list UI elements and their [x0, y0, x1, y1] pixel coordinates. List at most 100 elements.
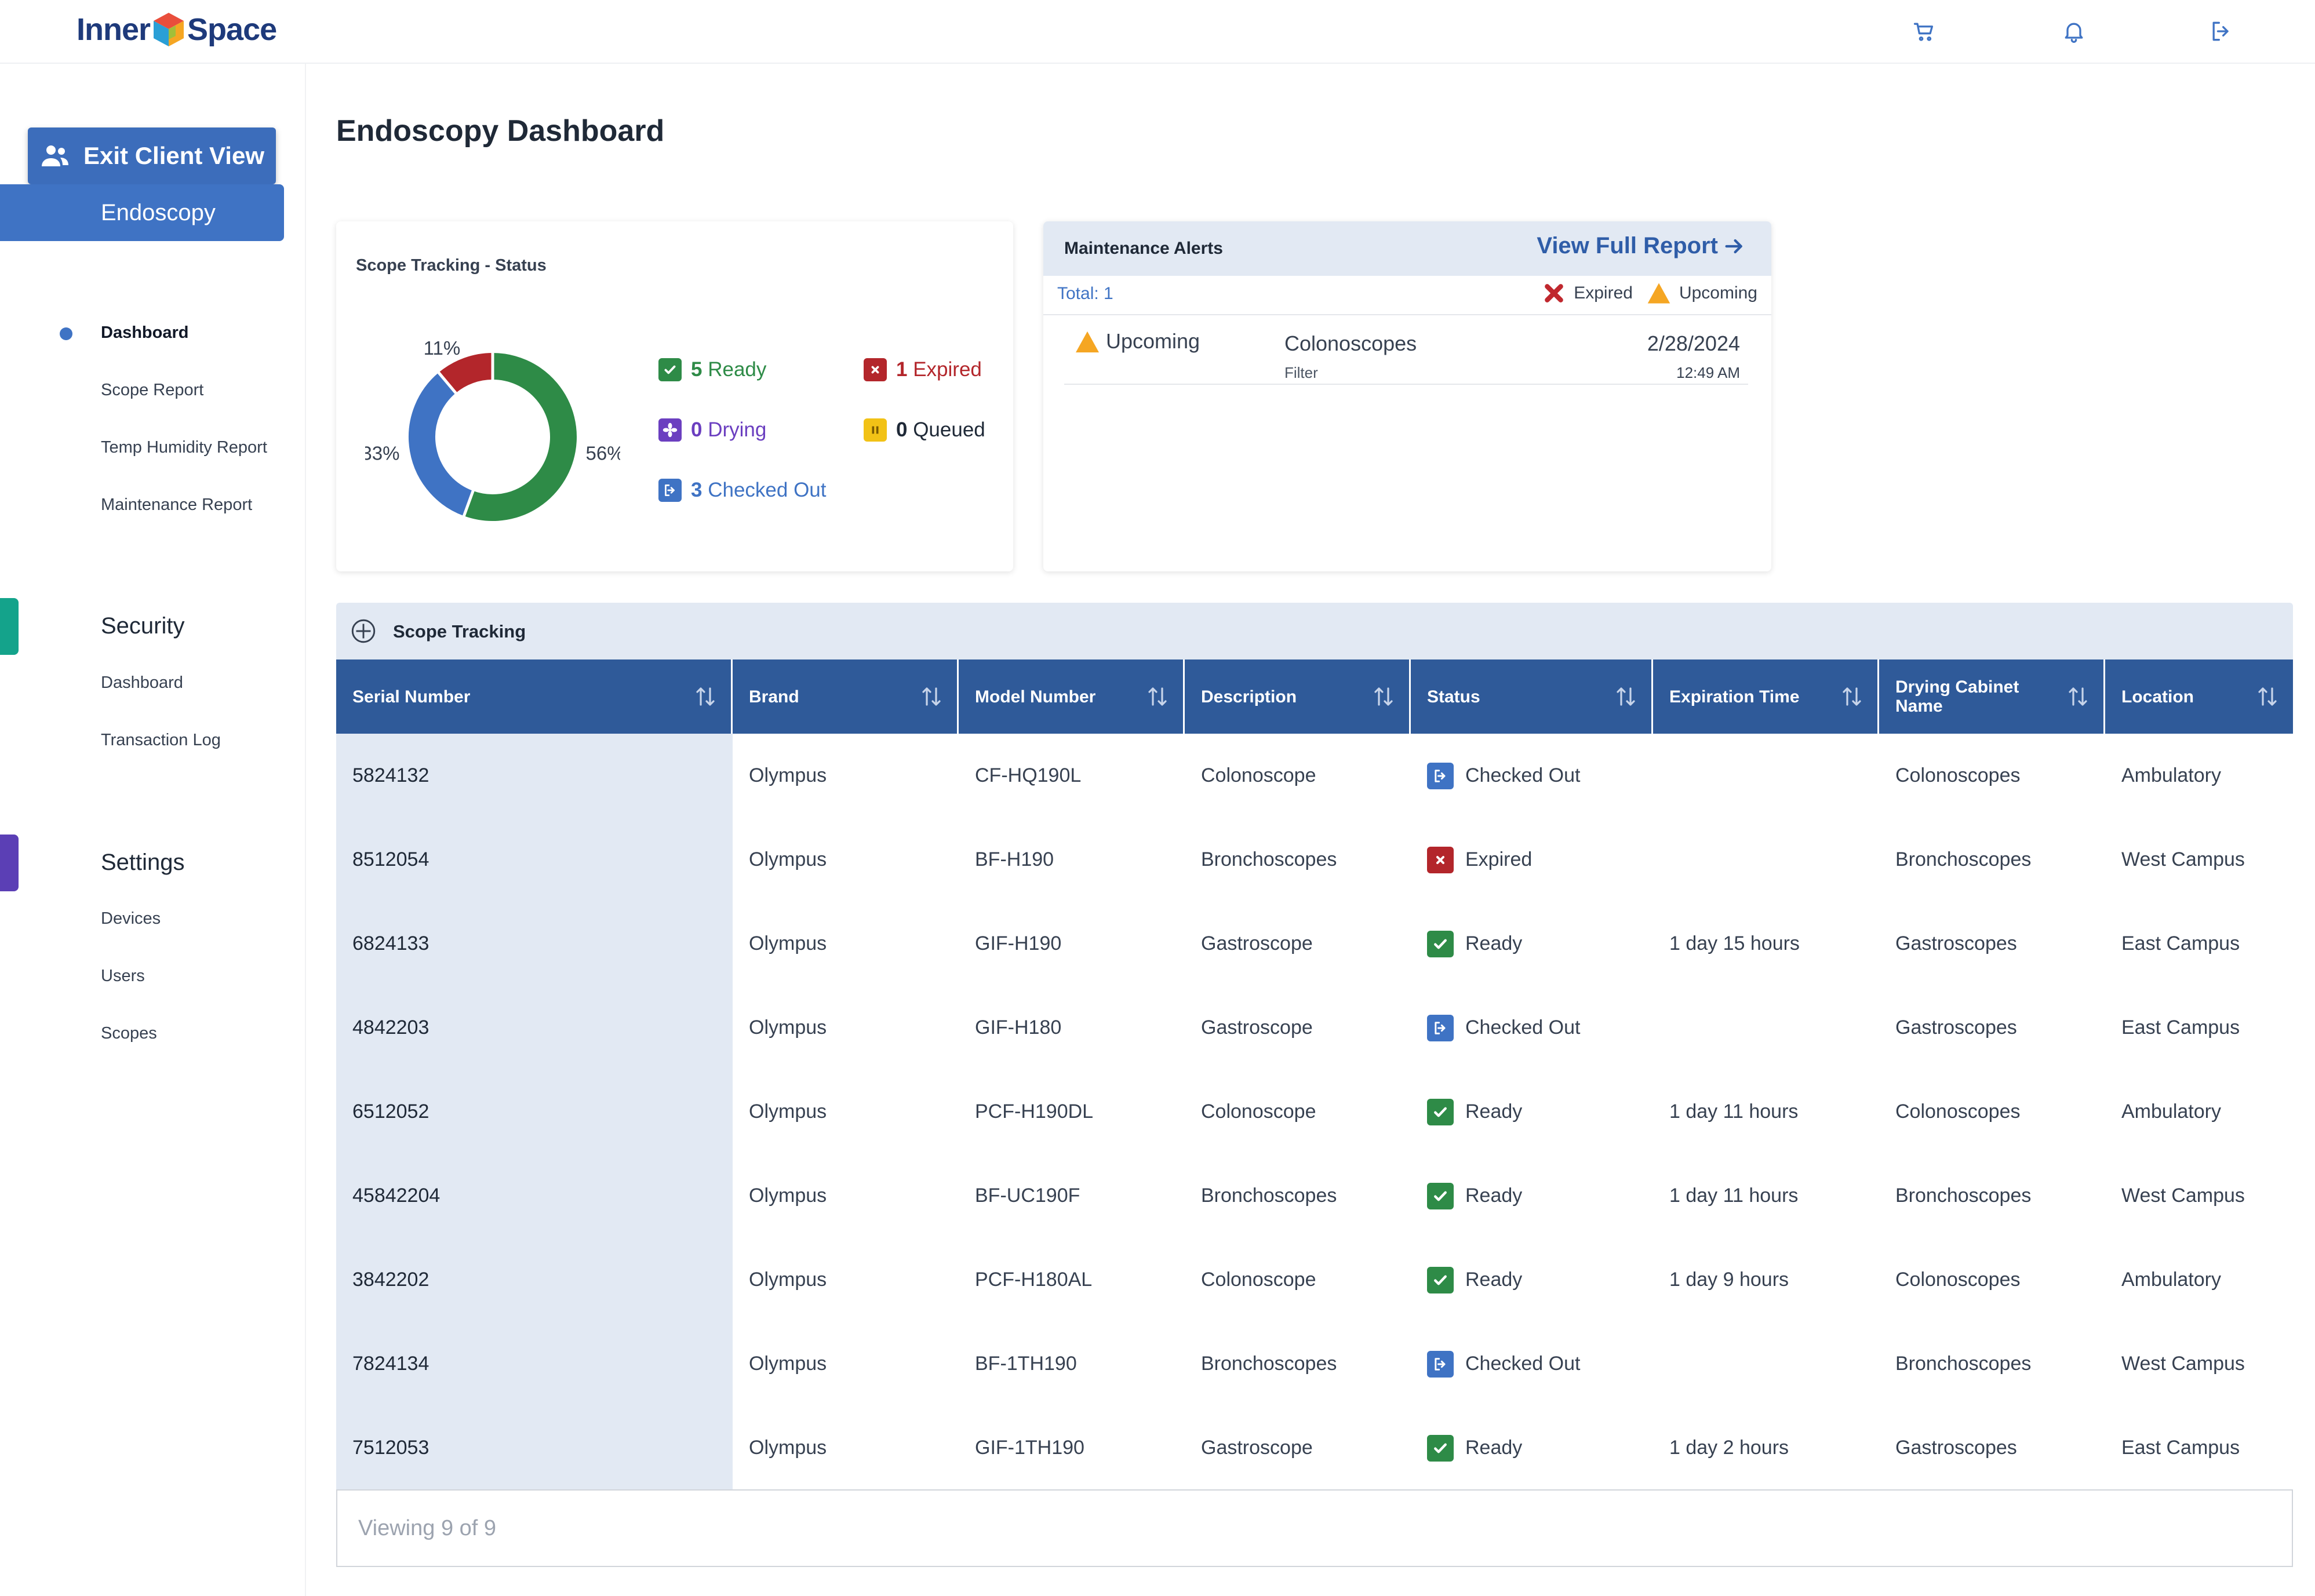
- cell-drying-cabinet-name: Colonoscopes: [1879, 734, 2105, 818]
- cell-serial-number: 6824133: [336, 902, 733, 986]
- sort-icon[interactable]: [1617, 686, 1635, 707]
- cell-description: Gastroscope: [1185, 986, 1411, 1070]
- sidebar-item-maintenance-report[interactable]: Maintenance Report: [101, 495, 253, 514]
- column-header-brand[interactable]: Brand: [733, 659, 959, 734]
- sidebar: Exit Client View: [0, 64, 306, 1596]
- cell-text: Gastroscope: [1201, 1437, 1313, 1459]
- cell-text: Checked Out: [1465, 764, 1581, 786]
- cell-model-number: PCF-H180AL: [959, 1238, 1185, 1322]
- table-row[interactable]: 7512053 Olympus GIF-1TH190 Gastroscope Ready…: [336, 1406, 2293, 1490]
- column-header-location[interactable]: Location: [2105, 659, 2293, 734]
- donut-percent-label: 11%: [424, 337, 461, 359]
- cell-text: 4842203: [352, 1016, 429, 1039]
- legend-expired[interactable]: 1 Expired: [864, 358, 982, 381]
- x-icon: [1427, 846, 1454, 873]
- sort-icon[interactable]: [922, 686, 941, 707]
- sidebar-item-users[interactable]: Users: [101, 967, 145, 985]
- cell-model-number: GIF-H180: [959, 986, 1185, 1070]
- maintenance-total: Total: 1: [1057, 284, 1113, 303]
- legend-drying[interactable]: 0 Drying: [658, 418, 766, 442]
- cell-text: GIF-H190: [975, 932, 1062, 954]
- exit-client-view-button[interactable]: Exit Client View: [28, 127, 276, 184]
- app-logo[interactable]: Inner Space: [77, 9, 277, 50]
- table-row[interactable]: 7824134 Olympus BF-1TH190 Bronchoscopes Chec…: [336, 1322, 2293, 1406]
- cell-text: Olympus: [749, 1016, 827, 1039]
- table-row[interactable]: 3842202 Olympus PCF-H180AL Colonoscope Ready…: [336, 1238, 2293, 1322]
- table-header: Serial Number Brand Model Number Descriptio…: [336, 659, 2293, 734]
- bell-icon[interactable]: [2061, 19, 2087, 44]
- table-row[interactable]: 6824133 Olympus GIF-H190 Gastroscope Ready 1 …: [336, 902, 2293, 986]
- cell-serial-number: 6512052: [336, 1070, 733, 1154]
- sort-icon[interactable]: [696, 686, 715, 707]
- table-row[interactable]: 5824132 Olympus CF-HQ190L Colonoscope Checke…: [336, 734, 2293, 818]
- donut-slice[interactable]: [409, 372, 474, 516]
- sidebar-item-scopes[interactable]: Scopes: [101, 1024, 157, 1043]
- legend-upcoming-text: Upcoming: [1679, 283, 1757, 303]
- legend-checked-out-label: Checked Out: [708, 479, 827, 501]
- sort-icon[interactable]: [1148, 686, 1167, 707]
- legend-checked-out[interactable]: 3 Checked Out: [658, 479, 826, 502]
- cell-text: Olympus: [749, 1353, 827, 1375]
- cell-expiration-time: [1653, 986, 1879, 1070]
- cell-text: 6512052: [352, 1101, 429, 1123]
- divider: [1064, 384, 1748, 385]
- cell-text: Ready: [1465, 932, 1523, 954]
- table-row[interactable]: 4842203 Olympus GIF-H180 Gastroscope Checked…: [336, 986, 2293, 1070]
- settings-section-tab: [0, 835, 19, 891]
- column-header-model-number[interactable]: Model Number: [959, 659, 1185, 734]
- sort-icon[interactable]: [1843, 686, 1861, 707]
- sidebar-item-devices[interactable]: Devices: [101, 909, 161, 928]
- legend-ready[interactable]: 5 Ready: [658, 358, 766, 381]
- cell-text: Olympus: [749, 932, 827, 954]
- cell-text: Olympus: [749, 1437, 827, 1459]
- logout-icon[interactable]: [2208, 19, 2234, 44]
- cell-brand: Olympus: [733, 734, 959, 818]
- cell-model-number: PCF-H190DL: [959, 1070, 1185, 1154]
- donut-slice[interactable]: [438, 353, 493, 393]
- page-title: Endoscopy Dashboard: [336, 114, 665, 148]
- column-header-drying-cabinet-name[interactable]: Drying Cabinet Name: [1879, 659, 2105, 734]
- column-header-description[interactable]: Description: [1185, 659, 1411, 734]
- checkout-icon: [1427, 1014, 1454, 1041]
- maintenance-row[interactable]: Upcoming Colonoscopes Filter 2/28/2024 1…: [1043, 315, 1771, 384]
- maintenance-row-sub: Filter: [1284, 364, 1318, 381]
- sidebar-section-settings[interactable]: Settings: [101, 850, 185, 875]
- cell-status: Ready: [1411, 1070, 1653, 1154]
- cell-description: Colonoscope: [1185, 1070, 1411, 1154]
- cell-model-number: CF-HQ190L: [959, 734, 1185, 818]
- check-icon: [658, 358, 682, 381]
- table-row[interactable]: 8512054 Olympus BF-H190 Bronchoscopes Expire…: [336, 818, 2293, 902]
- table-row[interactable]: 45842204 Olympus BF-UC190F Bronchoscopes Rea…: [336, 1154, 2293, 1238]
- cell-text: Ready: [1465, 1185, 1523, 1207]
- sidebar-section-security[interactable]: Security: [101, 613, 185, 639]
- checkout-icon: [1427, 1350, 1454, 1378]
- sidebar-section-endoscopy[interactable]: Endoscopy: [0, 184, 284, 241]
- column-header-expiration-time[interactable]: Expiration Time: [1653, 659, 1879, 734]
- sort-icon[interactable]: [2069, 686, 2087, 707]
- cell-text: Gastroscopes: [1895, 1437, 2017, 1459]
- column-header-status[interactable]: Status: [1411, 659, 1653, 734]
- legend-expired-text: Expired: [1574, 283, 1633, 303]
- sidebar-item-security-dashboard[interactable]: Dashboard: [101, 673, 183, 692]
- sort-icon[interactable]: [1374, 686, 1393, 707]
- crosshair-icon[interactable]: [349, 617, 378, 646]
- sidebar-item-transaction-log[interactable]: Transaction Log: [101, 731, 221, 749]
- cell-drying-cabinet-name: Gastroscopes: [1879, 1406, 2105, 1490]
- table-row[interactable]: 6512052 Olympus PCF-H190DL Colonoscope Ready…: [336, 1070, 2293, 1154]
- sort-icon[interactable]: [2258, 686, 2277, 707]
- sidebar-item-dashboard[interactable]: Dashboard: [101, 323, 189, 342]
- cell-drying-cabinet-name: Colonoscopes: [1879, 1070, 2105, 1154]
- legend-expired-count: 1: [896, 358, 908, 381]
- column-header-serial-number[interactable]: Serial Number: [336, 659, 733, 734]
- view-full-report-link[interactable]: View Full Report: [1537, 233, 1746, 259]
- sidebar-item-temp-humidity-report[interactable]: Temp Humidity Report: [101, 438, 267, 457]
- column-header-label: Drying Cabinet Name: [1895, 677, 2019, 716]
- checkout-icon: [658, 479, 682, 502]
- cell-brand: Olympus: [733, 986, 959, 1070]
- cell-model-number: BF-UC190F: [959, 1154, 1185, 1238]
- legend-queued[interactable]: 0 Queued: [864, 418, 985, 442]
- cart-icon[interactable]: [1912, 19, 1937, 44]
- cell-text: GIF-1TH190: [975, 1437, 1084, 1459]
- donut-slice[interactable]: [464, 353, 577, 521]
- sidebar-item-scope-report[interactable]: Scope Report: [101, 381, 204, 399]
